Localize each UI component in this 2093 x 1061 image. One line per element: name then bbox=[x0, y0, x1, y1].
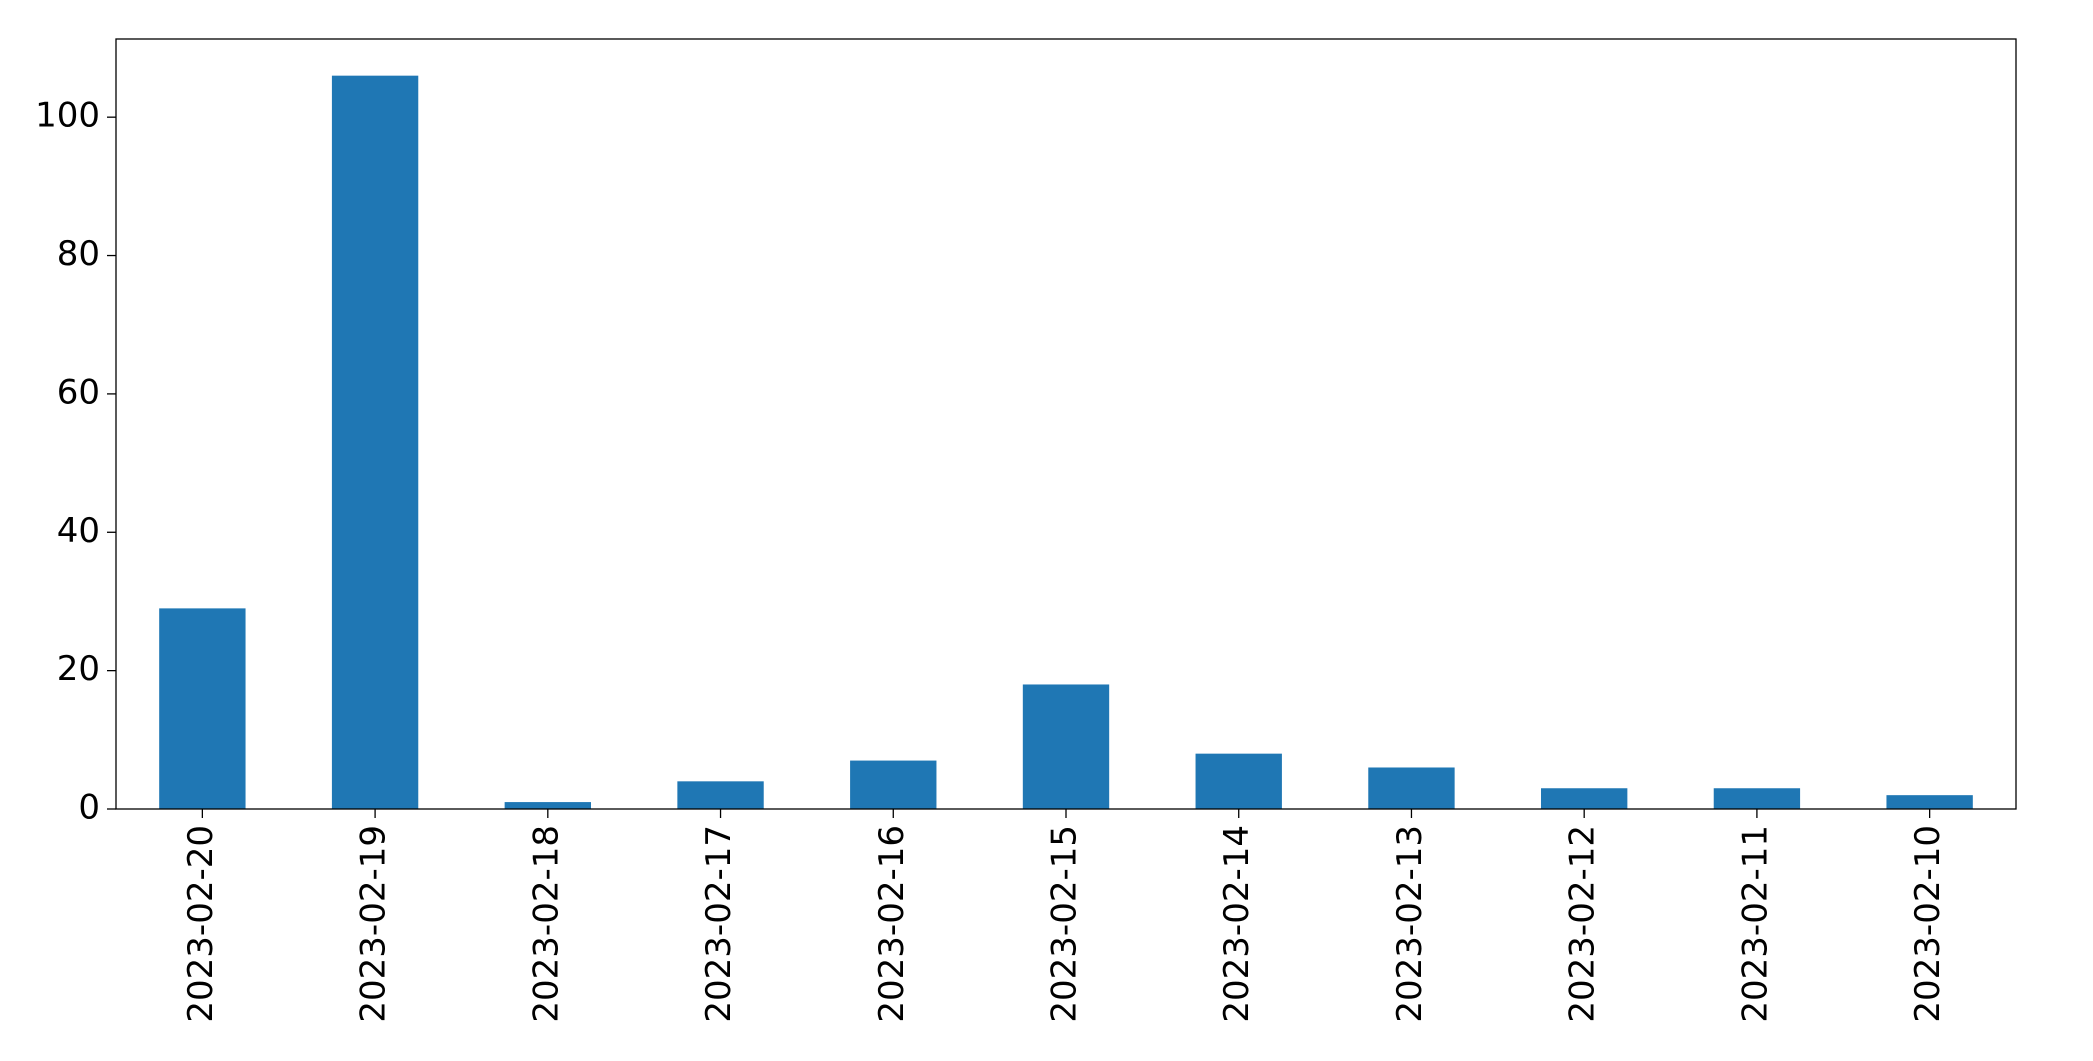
x-tick-label: 2023-02-17 bbox=[699, 825, 739, 1023]
y-tick-label: 0 bbox=[78, 788, 100, 828]
y-tick-label: 100 bbox=[35, 96, 100, 136]
bar bbox=[504, 802, 591, 809]
axes-frame bbox=[115, 38, 2017, 810]
bar bbox=[677, 781, 764, 809]
bar bbox=[1713, 788, 1801, 809]
x-tick-label: 2023-02-19 bbox=[354, 825, 394, 1023]
bar bbox=[331, 75, 419, 809]
y-tick-label: 20 bbox=[57, 649, 100, 689]
x-tick-label: 2023-02-15 bbox=[1045, 825, 1085, 1023]
x-tick-label: 2023-02-13 bbox=[1390, 825, 1430, 1023]
y-tick-label: 60 bbox=[57, 372, 100, 412]
bar bbox=[1541, 788, 1628, 809]
x-tick-label: 2023-02-12 bbox=[1563, 825, 1603, 1023]
x-tick-label: 2023-02-16 bbox=[872, 825, 912, 1023]
x-tick-label: 2023-02-20 bbox=[181, 825, 221, 1023]
x-tick-label: 2023-02-14 bbox=[1217, 825, 1257, 1023]
x-tick-label: 2023-02-11 bbox=[1735, 825, 1775, 1023]
bar bbox=[1886, 795, 1973, 809]
bar bbox=[850, 760, 937, 809]
y-tick-label: 80 bbox=[57, 234, 100, 274]
bar bbox=[1368, 767, 1455, 809]
x-tick-label: 2023-02-10 bbox=[1908, 825, 1948, 1023]
bar bbox=[159, 608, 246, 809]
bar bbox=[1022, 684, 1110, 809]
bar bbox=[1195, 753, 1282, 809]
y-tick-label: 40 bbox=[57, 511, 100, 551]
x-tick-label: 2023-02-18 bbox=[526, 825, 566, 1023]
